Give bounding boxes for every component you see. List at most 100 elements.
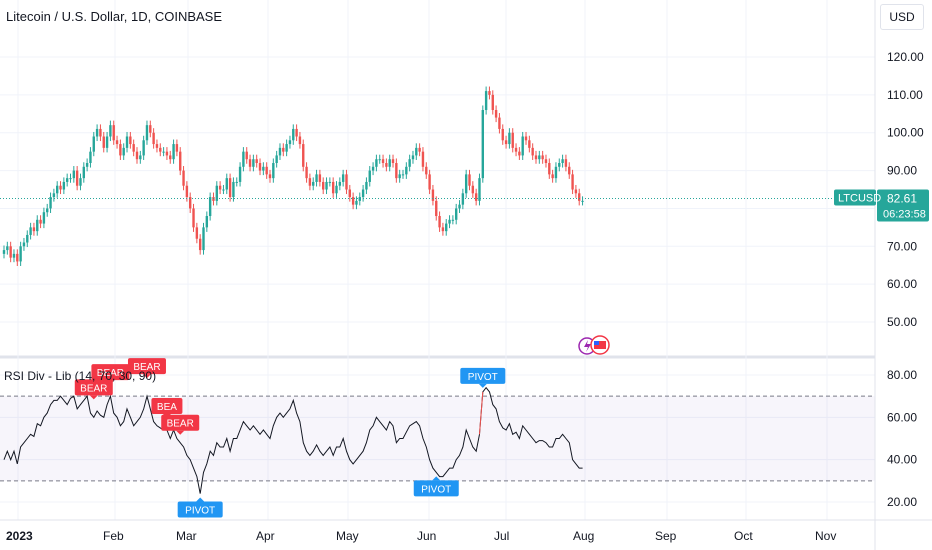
candle-body — [338, 181, 342, 186]
candle-body — [135, 151, 139, 160]
candle-body — [381, 159, 385, 164]
candle-body — [175, 144, 179, 152]
candle-body — [501, 128, 504, 141]
time-tick-label: Apr — [256, 529, 275, 543]
candle-body — [348, 189, 351, 198]
candle-body — [16, 253, 19, 262]
candle-body — [288, 140, 292, 145]
price-axis[interactable]: 120.00 110.00 100.00 90.00 80.00 70.00 60.00 50… — [874, 0, 924, 550]
lightning-glyph — [584, 340, 591, 352]
candle-body — [292, 128, 295, 141]
candle-body — [245, 151, 248, 160]
candle-body — [275, 155, 278, 164]
indicator-label[interactable]: RSI Div - Lib (14, 70, 30, 90) — [4, 369, 157, 383]
time-tick-label: Sep — [655, 529, 677, 543]
candle-body — [182, 170, 185, 186]
signal-marker: PIVOT — [177, 497, 223, 518]
signal-marker: BEAR — [91, 364, 130, 385]
candle-body — [514, 147, 518, 152]
currency-button[interactable]: USD — [880, 4, 924, 30]
candle-body — [371, 166, 375, 171]
candle-body — [328, 181, 332, 183]
marker-label: BEAR — [80, 383, 107, 394]
candle-body — [411, 155, 415, 160]
candle-body — [102, 136, 105, 148]
candle-body — [441, 227, 445, 232]
candle-body — [458, 204, 461, 209]
candle-body — [511, 132, 514, 148]
candle-body — [109, 125, 112, 137]
price-tick-label: 110.00 — [887, 88, 923, 102]
price-tick-label: 90.00 — [887, 164, 917, 178]
symbol-tag-label: LTCUSD — [838, 193, 881, 205]
signal-marker: BEAR — [127, 358, 166, 379]
candle-body — [65, 178, 69, 182]
rsi-divergence-segment — [478, 391, 484, 435]
marker-box — [74, 379, 113, 396]
candle-body — [518, 151, 521, 156]
signal-marker: PIVOT — [413, 476, 459, 497]
marker-box — [161, 414, 200, 431]
time-axis[interactable]: 2023 Feb Mar Apr May Jun Jul Aug Sep Oct Nov — [0, 519, 932, 543]
candle-body — [415, 147, 418, 156]
candle-body — [26, 234, 29, 243]
candle-body — [331, 181, 335, 194]
candle-body — [361, 189, 365, 198]
candle-body — [122, 147, 125, 156]
candle-body — [142, 140, 145, 156]
candle-body — [208, 197, 212, 217]
candle-body — [75, 170, 79, 186]
candle-body — [105, 136, 109, 148]
candle-body — [258, 163, 262, 171]
candle-body — [494, 110, 498, 118]
candle-body — [468, 174, 471, 186]
candle-body — [448, 219, 451, 224]
candle-body — [365, 181, 368, 190]
candle-body — [345, 174, 348, 190]
candle-body — [56, 185, 59, 194]
candle-body — [189, 197, 192, 209]
candle-body — [298, 136, 302, 145]
candle-body — [508, 132, 511, 145]
candle-body — [445, 223, 448, 232]
candle-body — [9, 246, 12, 258]
candle-body — [152, 132, 155, 145]
candle-body — [125, 136, 129, 148]
candle-body — [2, 250, 6, 254]
candle-body — [172, 144, 175, 160]
candle-body — [474, 193, 478, 201]
candle-body — [438, 216, 441, 228]
candle-body — [225, 178, 228, 190]
marker-label: BEAR — [167, 419, 194, 430]
flag-glyph — [594, 341, 606, 349]
time-tick-label: Nov — [815, 529, 836, 543]
candle-body — [451, 219, 455, 221]
time-tick-label: Jun — [417, 529, 436, 543]
candle-body — [391, 159, 395, 164]
candle-body — [398, 174, 401, 179]
candle-body — [538, 155, 541, 160]
candle-body — [112, 125, 115, 141]
event-icons[interactable] — [578, 335, 610, 355]
price-tag-background — [877, 189, 929, 222]
marker-pointer — [196, 497, 205, 502]
candle-body — [308, 178, 312, 186]
candle-body — [89, 151, 92, 164]
marker-label: BEAR — [133, 362, 160, 373]
signal-marker: BEAR — [74, 379, 113, 400]
candle-body — [82, 166, 85, 179]
candle-body — [554, 166, 558, 179]
candle-body — [12, 253, 16, 258]
candle-body — [375, 159, 378, 167]
signal-markers: BEAR BEAR BEAR BEA BEAR PIVOT PIVOT PIVOT — [74, 358, 506, 518]
candle-body — [484, 91, 488, 111]
candle-body — [252, 159, 255, 167]
candle-body — [574, 189, 578, 194]
candle-body — [341, 174, 345, 182]
candle-body — [491, 94, 494, 111]
candle-body — [29, 227, 32, 235]
candle-body — [418, 147, 421, 152]
candle-body — [504, 140, 508, 145]
candle-body — [302, 144, 305, 167]
candle-body — [355, 200, 358, 205]
